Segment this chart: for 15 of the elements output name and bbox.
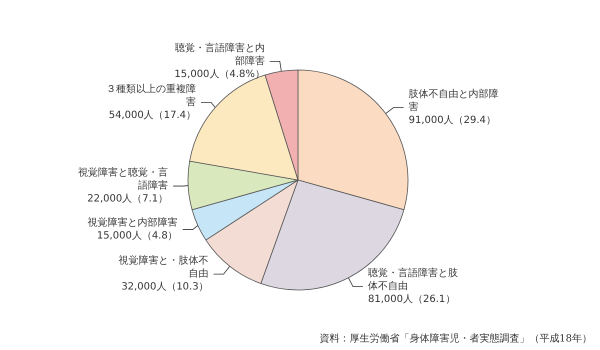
slice-label: 視覚障害と内部障害 (88, 216, 178, 229)
data-label: 54,000人（17.4） (108, 110, 196, 121)
slice-label: 視覚障害と・肢体不自由 (118, 254, 209, 280)
data-label: 81,000人（26.1） (368, 294, 456, 306)
data-label: 91,000人（29.4） (408, 115, 496, 126)
slice-label: 肢体不自由と内部障害 (408, 88, 499, 114)
slice-label: ３種類以上の重複障害 (106, 82, 196, 108)
data-label: 22,000人（7.1） (87, 194, 168, 205)
data-label: 15,000人（4.8%） (174, 68, 265, 80)
slice-label: 聴覚・言語障害と肢体不自由 (368, 267, 458, 292)
data-label: 32,000人（10.3） (121, 282, 209, 293)
slice-label: 視覚障害と聴覚・言語障害 (78, 166, 168, 192)
slice-label: 聴覚・言語障害と内部障害 (174, 42, 265, 67)
data-label: 15,000人（4.8） (96, 230, 178, 242)
text: 資料：厚生労働省「身体障害児・者実態調査」（平成18年） (319, 332, 592, 344)
